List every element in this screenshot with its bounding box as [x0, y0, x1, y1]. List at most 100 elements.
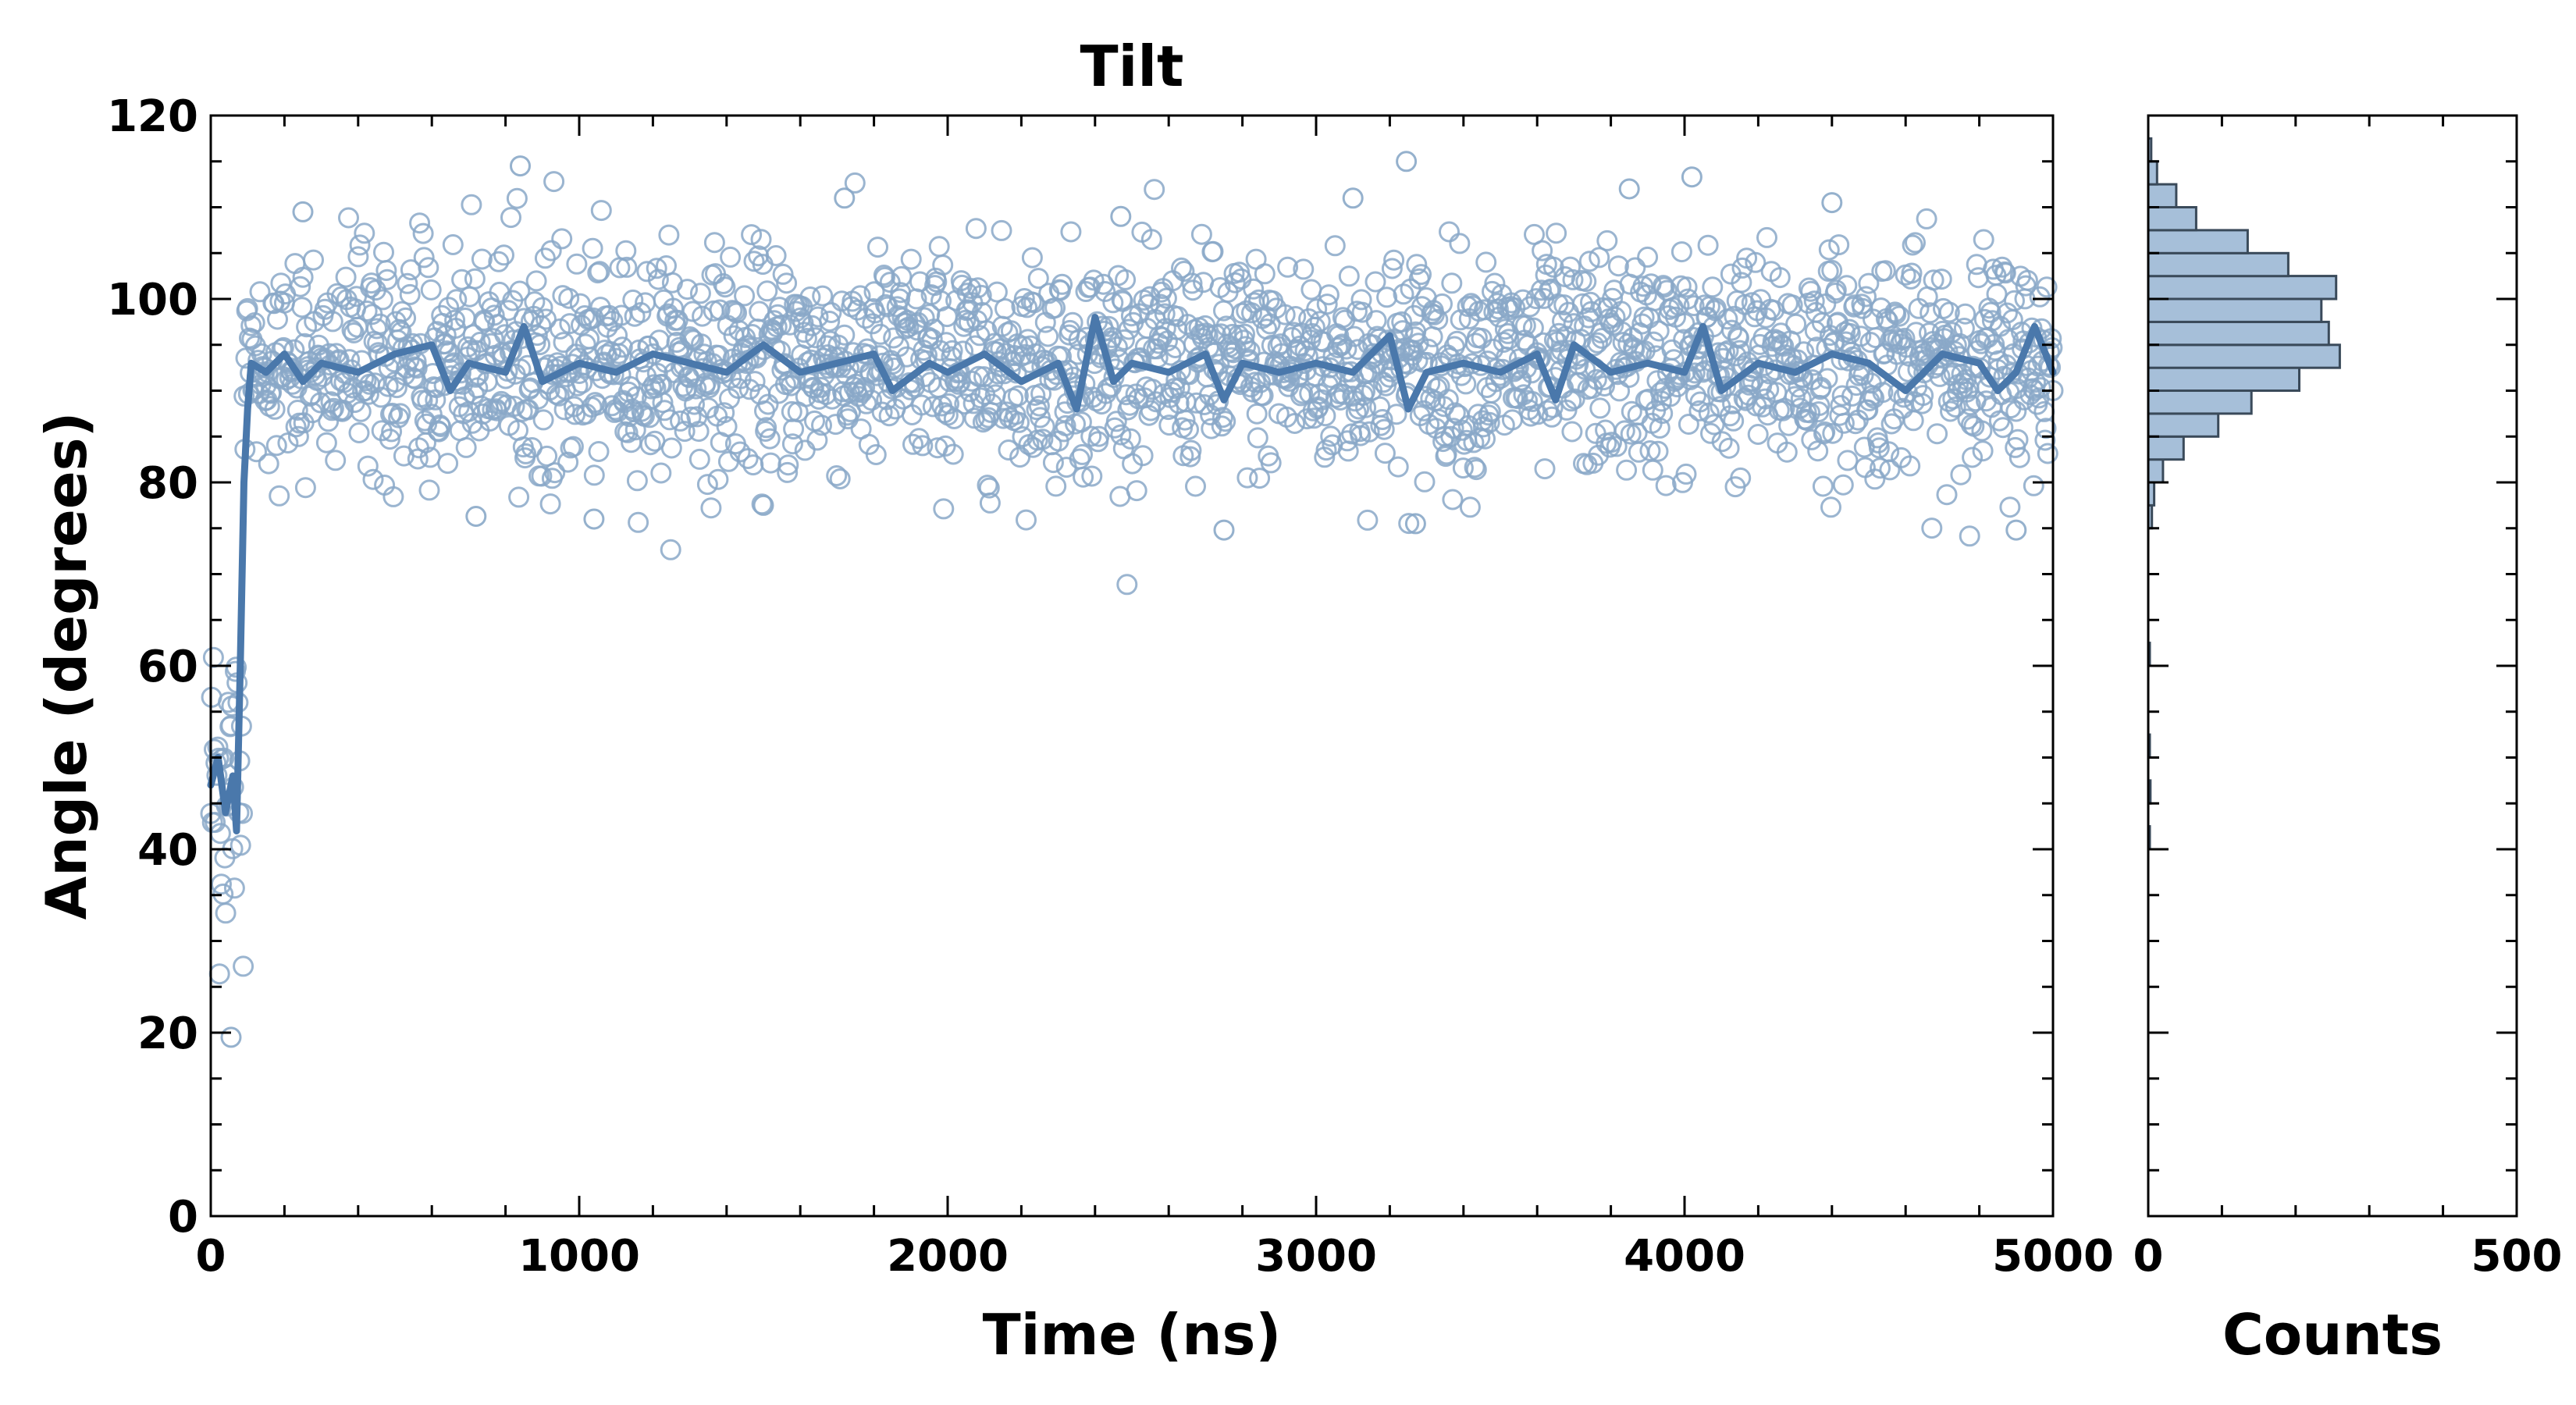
- scatter-point: [1833, 412, 1855, 434]
- scatter-point: [335, 266, 357, 288]
- scatter-point: [535, 308, 557, 330]
- scatter-point: [1531, 279, 1552, 301]
- scatter-point-outlier: [292, 201, 314, 222]
- scatter-point: [1459, 496, 1481, 518]
- scatter-point: [628, 511, 649, 533]
- scatter-point: [557, 451, 579, 473]
- scatter-point: [679, 326, 701, 347]
- scatter-point: [1116, 574, 1138, 596]
- scatter-point: [540, 240, 562, 261]
- scatter-point: [811, 414, 832, 436]
- scatter-point: [567, 375, 589, 397]
- scatter-point-outlier: [1342, 187, 1364, 209]
- scatter-point: [582, 237, 603, 259]
- scatter-point: [575, 333, 596, 355]
- scatter-point: [1512, 289, 1534, 311]
- scatter-point: [1591, 328, 1613, 349]
- scatter-point: [532, 297, 553, 318]
- scatter-point: [233, 955, 254, 977]
- scatter-point: [588, 441, 610, 462]
- x-tick-label: 4000: [1624, 1231, 1745, 1282]
- scatter-point: [965, 218, 987, 240]
- scatter-point: [2004, 290, 2025, 311]
- hist-x-tick-label: 500: [2471, 1231, 2563, 1282]
- scatter-point: [1962, 446, 1984, 468]
- scatter-point: [1154, 303, 1176, 325]
- main-y-tick-labels: 0 20 40 60 80 100 120: [107, 91, 198, 1243]
- histogram-bar: [2147, 183, 2178, 209]
- scatter-point: [1997, 302, 2018, 324]
- histogram-bar: [2147, 297, 2323, 323]
- scatter-point: [1150, 293, 1171, 315]
- scatter-point: [223, 877, 245, 899]
- scatter-point: [724, 301, 745, 322]
- scatter-point: [1999, 496, 2021, 518]
- scatter-point: [1034, 311, 1056, 333]
- scatter-point: [382, 402, 404, 424]
- scatter-point: [1858, 272, 1880, 294]
- scatter-point: [1042, 452, 1064, 474]
- scatter-point: [757, 393, 779, 415]
- scatter-point: [418, 257, 439, 279]
- scatter-point: [1832, 474, 1854, 496]
- y-tick-label: 60: [137, 642, 198, 692]
- scatter-point-outlier: [1396, 151, 1418, 173]
- scatter-point: [2008, 446, 2030, 468]
- scatter-point: [942, 443, 964, 465]
- scatter-point: [862, 313, 884, 335]
- scatter-point: [802, 377, 824, 399]
- scatter-point: [1652, 403, 1674, 425]
- scatter-point: [1723, 410, 1745, 432]
- scatter-point: [376, 269, 398, 290]
- scatter-point-outlier: [1681, 166, 1703, 188]
- scatter-point: [943, 408, 965, 429]
- scatter-point: [1441, 272, 1463, 294]
- scatter-point: [1016, 509, 1037, 531]
- scatter-point: [1358, 421, 1380, 443]
- scatter-point: [366, 318, 387, 340]
- scatter-point: [1607, 255, 1629, 277]
- scatter-point: [286, 400, 308, 421]
- scatter-point: [1318, 284, 1340, 306]
- scatter-point: [1581, 301, 1603, 322]
- scatter-point: [1522, 317, 1544, 339]
- scatter-point: [737, 448, 759, 469]
- scatter-point: [1023, 292, 1045, 314]
- scatter-point: [539, 493, 561, 515]
- scatter-point: [844, 172, 866, 194]
- scatter-point: [1747, 424, 1769, 445]
- scatter-point: [807, 306, 829, 328]
- scatter-point: [616, 256, 638, 278]
- scatter-point: [1864, 468, 1886, 490]
- scatter-point-outlier: [834, 187, 856, 209]
- scatter-point: [1938, 301, 1960, 323]
- scatter-point: [1901, 262, 1923, 284]
- scatter-point: [646, 258, 667, 279]
- scatter-point: [509, 280, 531, 302]
- scatter-point: [688, 448, 710, 470]
- scatter-point: [1254, 263, 1276, 285]
- scatter-point: [1879, 459, 1901, 481]
- x-tick-label: 0: [196, 1231, 226, 1282]
- scatter-point: [461, 194, 482, 215]
- scatter-point: [1306, 298, 1328, 320]
- scatter-point: [1383, 249, 1405, 271]
- scatter-point: [1959, 525, 1980, 547]
- scatter-point: [1952, 372, 1974, 394]
- scatter-point: [777, 454, 799, 476]
- scatter-point: [1616, 459, 1638, 481]
- scatter-point: [1055, 414, 1076, 436]
- scatter-point: [455, 436, 477, 458]
- scatter-point: [356, 301, 378, 322]
- scatter-point: [689, 283, 711, 304]
- scatter-point: [912, 435, 934, 457]
- scatter-point: [1845, 413, 1866, 435]
- scatter-point: [1284, 413, 1306, 434]
- x-tick-label: 5000: [1992, 1231, 2114, 1282]
- scatter-point: [955, 309, 977, 331]
- scatter-point: [1718, 437, 1740, 459]
- scatter-point: [1315, 405, 1336, 427]
- scatter-point: [508, 486, 530, 508]
- scatter-point: [472, 403, 493, 425]
- scatter-point: [437, 453, 459, 475]
